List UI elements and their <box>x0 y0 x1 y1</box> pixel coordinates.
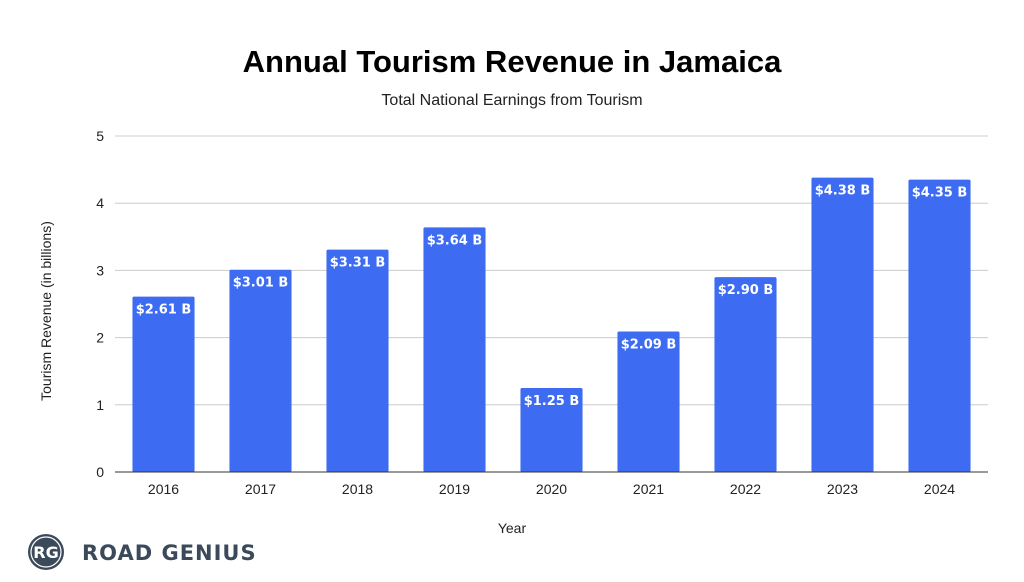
bar-2016 <box>132 296 195 472</box>
data-label-2021: $2.09 B <box>621 338 677 353</box>
bar-2018 <box>326 249 389 472</box>
y-tick-label: 5 <box>96 128 104 144</box>
data-label-2023: $4.38 B <box>815 184 871 199</box>
road-genius-logo: RG ROAD GENIUS <box>28 534 257 570</box>
data-label-2022: $2.90 B <box>718 283 774 298</box>
chart-subtitle: Total National Earnings from Tourism <box>381 92 642 109</box>
y-tick-label: 2 <box>96 330 104 346</box>
bar-2024 <box>908 179 971 472</box>
x-tick-label: 2017 <box>245 481 276 497</box>
x-tick-label: 2023 <box>827 481 858 497</box>
data-label-2020: $1.25 B <box>524 394 580 409</box>
logo-ring-icon <box>30 536 62 568</box>
data-label-2016: $2.61 B <box>136 303 192 318</box>
bar-2022 <box>714 277 777 472</box>
x-tick-label: 2024 <box>924 481 955 497</box>
logo-badge-icon <box>28 534 64 570</box>
bar-2019 <box>423 227 486 472</box>
y-tick-label: 1 <box>96 397 104 413</box>
bars <box>132 177 971 472</box>
data-label-2018: $3.31 B <box>330 256 386 271</box>
x-tick-label: 2019 <box>439 481 470 497</box>
x-tick-label: 2020 <box>536 481 567 497</box>
bar-data-labels: $2.61 B $3.01 B $3.31 B $3.64 B $1.25 B $2.09… <box>136 184 968 409</box>
bar-2023 <box>811 177 874 472</box>
logo-wordmark: ROAD GENIUS <box>82 541 257 565</box>
y-tick-label: 3 <box>96 262 104 278</box>
data-label-2019: $3.64 B <box>427 233 483 248</box>
x-tick-label: 2016 <box>148 481 179 497</box>
bar-2017 <box>229 269 292 472</box>
chart-title: Annual Tourism Revenue in Jamaica <box>243 44 782 79</box>
data-label-2017: $3.01 B <box>233 276 289 291</box>
y-tick-label: 0 <box>96 464 104 480</box>
x-axis-ticks: 2016 2017 2018 2019 2020 2021 2022 2023 2024 <box>148 481 955 497</box>
logo-monogram: RG <box>33 543 58 562</box>
x-tick-label: 2021 <box>633 481 664 497</box>
data-label-2024: $4.35 B <box>912 186 968 201</box>
x-tick-label: 2022 <box>730 481 761 497</box>
x-tick-label: 2018 <box>342 481 373 497</box>
y-axis-ticks: 0 1 2 3 4 5 <box>96 128 104 480</box>
bar-2021 <box>617 331 680 472</box>
x-axis-label: Year <box>498 520 527 536</box>
y-tick-label: 4 <box>96 195 104 211</box>
y-axis-label: Tourism Revenue (in billions) <box>38 221 54 401</box>
bar-2020 <box>520 388 583 472</box>
